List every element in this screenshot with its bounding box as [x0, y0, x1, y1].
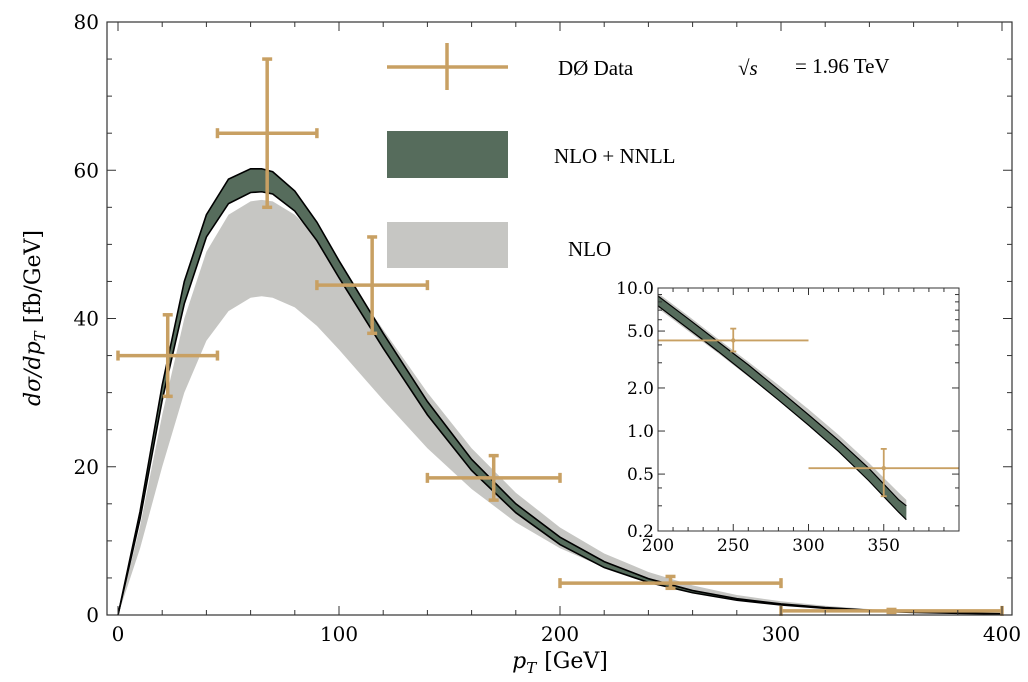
ticks: 0 100 200 300 400 0 20 40 60 80	[74, 10, 1022, 646]
inset-x-tick-label: 350	[868, 536, 900, 556]
inset-x-tick-label: 200	[642, 536, 674, 556]
inset-x-tick-label: 250	[717, 536, 749, 556]
inset-nlo-nnll-band	[658, 295, 907, 520]
y-tick-label: 40	[74, 307, 99, 331]
inset-data-marker	[881, 465, 886, 471]
inset-data-points	[658, 327, 959, 498]
legend-entry-data: DØ Data	[387, 43, 634, 90]
inset-x-tick-label: 300	[792, 536, 824, 556]
main-plot: 0 100 200 300 400 0 20 40 60 80	[74, 10, 1022, 646]
legend-entry-nlo: NLO	[387, 222, 611, 268]
x-tick-label: 200	[541, 622, 579, 646]
inset-y-tick-label: 10.0	[616, 279, 654, 299]
inset-y-tick-label: 1.0	[627, 422, 654, 442]
inset-ticks: 200 250 300 350 0.2 0.5 1.0 2.0 5.0 10.0	[616, 279, 959, 556]
data-point-3	[315, 235, 430, 336]
nlo-nnll-lower-edge	[117, 190, 1003, 615]
energy-annotation-sqrt: √s	[738, 56, 758, 80]
x-tick-label: 100	[320, 622, 358, 646]
legend-entry-nlo-nnll: NLO + NNLL	[387, 131, 676, 178]
inset-data-point-2	[808, 447, 959, 498]
data-point-1	[116, 313, 220, 399]
axis-titles: pT [GeV] dσ/dpT[fb/GeV]	[21, 230, 608, 677]
energy-annotation: √s = 1.96 TeV	[738, 54, 890, 80]
y-tick-label: 60	[74, 158, 99, 182]
inset-plot: 200 250 300 350 0.2 0.5 1.0 2.0 5.0 10.0	[616, 279, 960, 556]
data-points	[116, 57, 1004, 616]
bands	[117, 167, 1003, 615]
legend-label-nlo-nnll: NLO + NNLL	[554, 144, 676, 168]
y-axis-title: dσ/dpT[fb/GeV]	[21, 230, 49, 406]
inset-y-tick-label: 5.0	[627, 322, 654, 342]
energy-annotation-value: = 1.96 TeV	[795, 54, 890, 78]
x-tick-label: 300	[762, 622, 800, 646]
legend-nlo-nnll-swatch	[387, 131, 508, 178]
y-tick-label: 20	[74, 455, 99, 479]
data-point-2	[215, 57, 319, 210]
inset-y-tick-label: 0.5	[627, 465, 654, 485]
inset-data-point-1	[658, 327, 809, 353]
inset-y-tick-label: 2.0	[627, 379, 654, 399]
data-point-4	[425, 453, 562, 502]
x-tick-label: 0	[112, 622, 125, 646]
y-tick-label: 80	[74, 10, 99, 34]
legend-nlo-swatch	[387, 222, 508, 268]
data-point-5	[558, 574, 783, 591]
nlo-nnll-upper-edge	[117, 167, 1003, 615]
y-tick-label: 0	[86, 603, 99, 627]
nlo-band	[118, 199, 1002, 615]
legend: DØ Data √s = 1.96 TeV NLO + NNLL NLO	[387, 43, 890, 268]
x-tick-label: 400	[983, 622, 1021, 646]
inset-y-tick-label: 0.2	[627, 522, 654, 542]
legend-label-data: DØ Data	[558, 56, 634, 80]
inset-data-marker	[731, 338, 736, 343]
legend-label-nlo: NLO	[568, 237, 611, 261]
x-axis-title: pT [GeV]	[512, 649, 608, 677]
